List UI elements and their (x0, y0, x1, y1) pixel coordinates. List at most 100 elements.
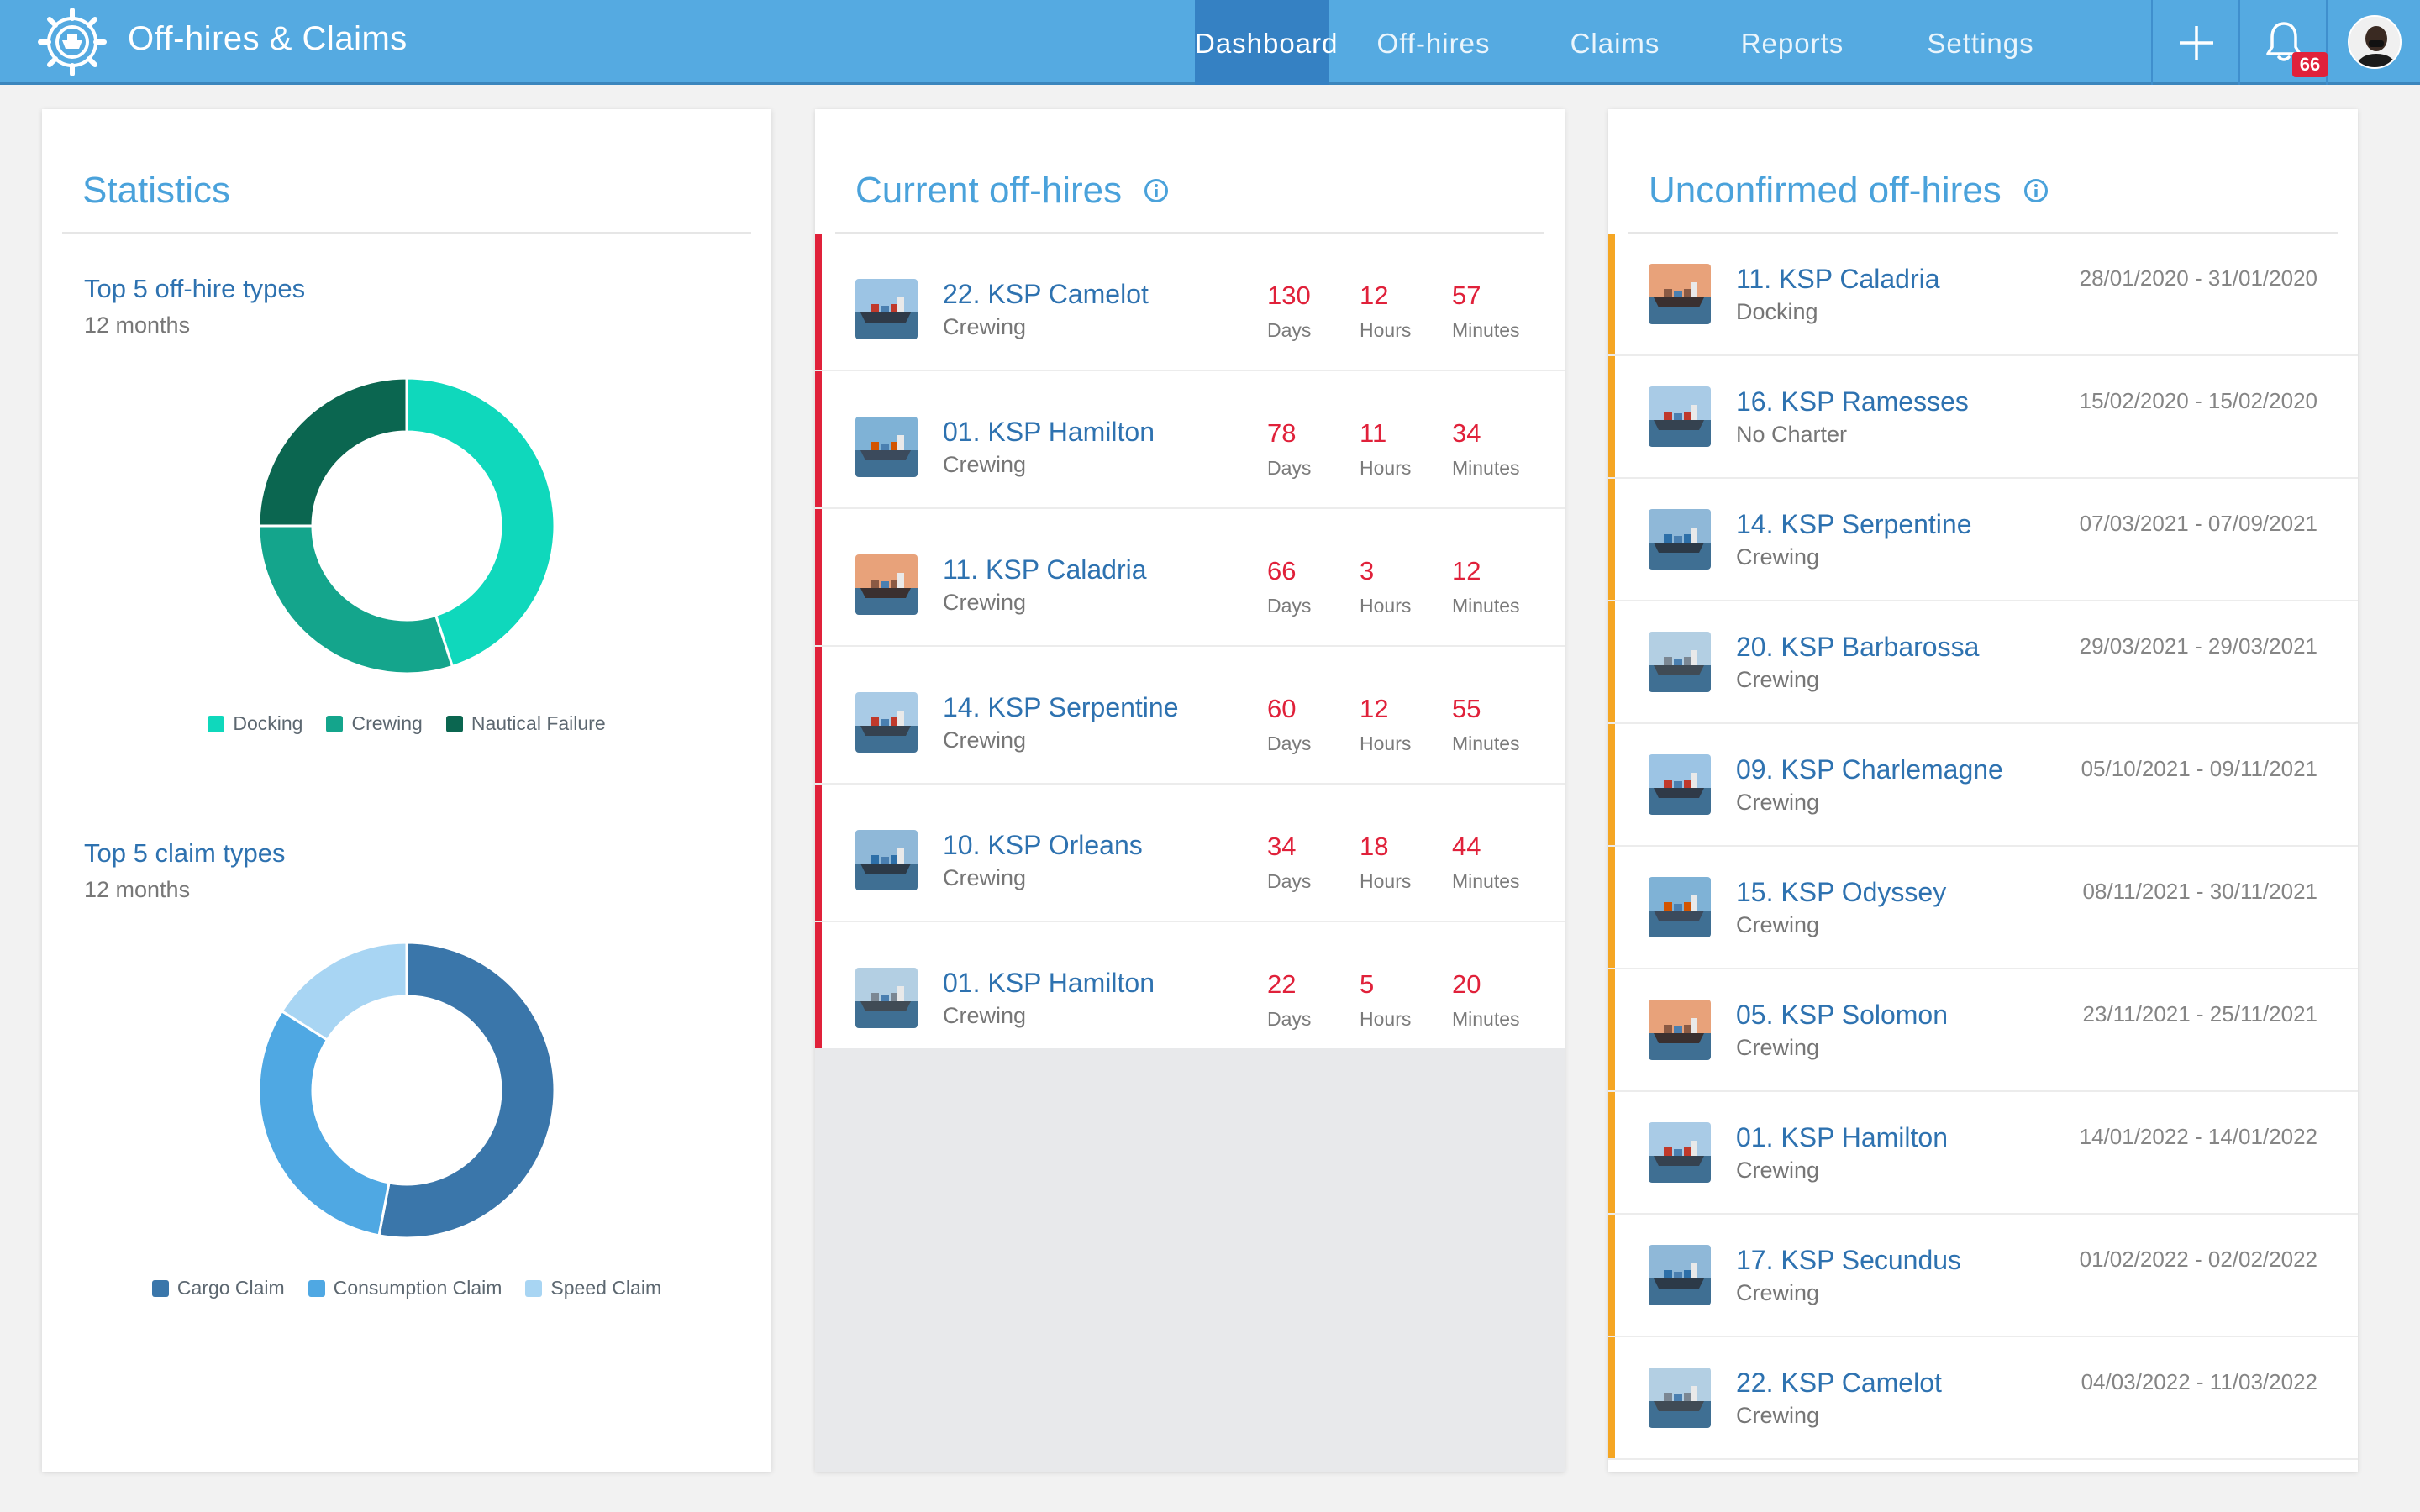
status-accent-bar (815, 234, 822, 370)
offhire-slice-nautical-failure[interactable] (257, 376, 408, 528)
minutes-label: Minutes (1452, 319, 1520, 341)
offhire-legend-item[interactable]: Nautical Failure (445, 712, 606, 735)
ship-thumbnail (1649, 1122, 1711, 1183)
user-avatar[interactable] (2348, 15, 2402, 69)
ship-name[interactable]: 20. KSP Barbarossa (1736, 632, 1980, 662)
unconfirmed-offhire-row[interactable]: 22. KSP Camelot Crewing 04/03/2022 - 11/… (1608, 1337, 2358, 1460)
current-offhire-row[interactable]: 14. KSP Serpentine Crewing 60 Days 12 Ho… (815, 647, 1565, 785)
add-button[interactable] (2153, 0, 2240, 85)
offhire-type: Crewing (1736, 1403, 1820, 1428)
offhire-legend-item[interactable]: Docking (208, 712, 302, 735)
ship-name[interactable]: 05. KSP Solomon (1736, 1000, 1949, 1030)
legend-label: Crewing (351, 712, 423, 734)
legend-swatch (525, 1279, 543, 1297)
unconfirmed-offhire-row[interactable]: 16. KSP Ramesses No Charter 15/02/2020 -… (1608, 356, 2358, 479)
current-offhire-row[interactable]: 11. KSP Caladria Crewing 66 Days 3 Hours… (815, 509, 1565, 647)
notification-count-badge: 66 (2292, 52, 2328, 77)
ship-name[interactable]: 17. KSP Secundus (1736, 1245, 1962, 1275)
claim-legend-item[interactable]: Speed Claim (525, 1277, 661, 1299)
ship-wheel-logo-icon[interactable] (37, 7, 108, 77)
ship-name[interactable]: 01. KSP Hamilton (943, 968, 1155, 998)
offhire-type: Crewing (943, 1003, 1027, 1028)
ship-name[interactable]: 11. KSP Caladria (1736, 264, 1940, 294)
ship-photo-icon (855, 417, 918, 477)
ship-photo-icon (1649, 386, 1711, 447)
ship-thumbnail (1649, 1245, 1711, 1305)
claim-slice-cargo-claim[interactable] (377, 941, 556, 1240)
minutes-value: 12 (1452, 556, 1481, 585)
ship-name[interactable]: 09. KSP Charlemagne (1736, 754, 2003, 785)
ship-thumbnail (1649, 509, 1711, 570)
offhire-legend-item[interactable]: Crewing (326, 712, 423, 735)
offhire-type: Crewing (943, 727, 1027, 753)
offhire-type: Crewing (1736, 1280, 1820, 1305)
unconfirmed-offhire-row[interactable]: 17. KSP Secundus Crewing 01/02/2022 - 02… (1608, 1215, 2358, 1337)
days-value: 78 (1267, 418, 1297, 448)
ship-name[interactable]: 22. KSP Camelot (943, 279, 1149, 309)
unconfirmed-offhire-row[interactable]: 14. KSP Serpentine Crewing 07/03/2021 - … (1608, 479, 2358, 601)
days-label: Days (1267, 595, 1312, 617)
nav-off-hires[interactable]: Off-hires (1376, 28, 1491, 59)
status-accent-bar (815, 647, 822, 783)
hours-label: Hours (1360, 319, 1412, 341)
claim-legend-item[interactable]: Consumption Claim (308, 1277, 502, 1299)
current-offhire-row[interactable]: 01. KSP Hamilton Crewing 22 Days 5 Hours… (815, 922, 1565, 1060)
date-range: 07/03/2021 - 07/09/2021 (2079, 511, 2317, 536)
status-accent-bar (1608, 724, 1615, 845)
info-icon[interactable] (1144, 178, 1169, 203)
ship-name[interactable]: 11. KSP Caladria (943, 554, 1147, 585)
ship-name[interactable]: 14. KSP Serpentine (943, 692, 1179, 722)
nav-divider (2238, 0, 2240, 85)
date-range: 01/02/2022 - 02/02/2022 (2079, 1247, 2317, 1272)
unconfirmed-offhire-row[interactable]: 20. KSP Barbarossa Crewing 29/03/2021 - … (1608, 601, 2358, 724)
status-accent-bar (1608, 969, 1615, 1090)
date-range: 29/03/2021 - 29/03/2021 (2079, 633, 2317, 659)
ship-photo-icon (855, 554, 918, 615)
ship-name[interactable]: 14. KSP Serpentine (1736, 509, 1972, 539)
unconfirmed-offhire-row[interactable]: 11. KSP Caladria Docking 28/01/2020 - 31… (1608, 234, 2358, 356)
ship-name[interactable]: 22. KSP Camelot (1736, 1368, 1942, 1398)
nav-claims[interactable]: Claims (1570, 28, 1660, 59)
claim-slice-speed-claim[interactable] (280, 941, 408, 1042)
current-offhires-title: Current off-hires (855, 170, 1123, 211)
offhire-type: Crewing (943, 452, 1027, 477)
status-accent-bar (815, 371, 822, 507)
status-accent-bar (1608, 234, 1615, 354)
notifications-button[interactable] (2240, 0, 2328, 85)
ship-thumbnail (855, 830, 918, 890)
ship-name[interactable]: 01. KSP Hamilton (1736, 1122, 1948, 1152)
ship-name[interactable]: 16. KSP Ramesses (1736, 386, 1969, 417)
current-offhire-row[interactable]: 22. KSP Camelot Crewing 130 Days 12 Hour… (815, 234, 1565, 371)
info-icon[interactable] (2023, 178, 2049, 203)
legend-label: Nautical Failure (471, 712, 606, 734)
current-offhire-row[interactable]: 10. KSP Orleans Crewing 34 Days 18 Hours… (815, 785, 1565, 922)
ship-thumbnail (855, 417, 918, 477)
ship-name[interactable]: 15. KSP Odyssey (1736, 877, 1947, 907)
offhire-slice-docking[interactable] (405, 376, 556, 669)
legend-label: Docking (233, 712, 303, 734)
unconfirmed-offhire-row[interactable]: 09. KSP Charlemagne Crewing 05/10/2021 -… (1608, 724, 2358, 847)
statistics-title: Statistics (82, 170, 230, 212)
claim-legend-item[interactable]: Cargo Claim (151, 1277, 285, 1299)
unconfirmed-offhire-row[interactable]: 01. KSP Hamilton Crewing 14/01/2022 - 14… (1608, 1092, 2358, 1215)
ship-name[interactable]: 10. KSP Orleans (943, 830, 1143, 860)
nav-reports[interactable]: Reports (1740, 28, 1844, 59)
ship-name[interactable]: 01. KSP Hamilton (943, 417, 1155, 447)
unconfirmed-offhire-row[interactable]: 05. KSP Solomon Crewing 23/11/2021 - 25/… (1608, 969, 2358, 1092)
nav-settings[interactable]: Settings (1927, 28, 2034, 59)
ship-photo-icon (1649, 1245, 1711, 1305)
nav-dashboard[interactable]: Dashboard (1195, 0, 1337, 85)
offhire-slice-crewing[interactable] (257, 524, 455, 675)
divider (1628, 232, 2338, 234)
claim-types-title: Top 5 claim types (84, 838, 286, 868)
current-offhires-card: Current off-hires 22. KSP Camelot Crewin… (815, 109, 1565, 1472)
offhire-type: Docking (1736, 299, 1818, 324)
unconfirmed-offhire-row[interactable]: 15. KSP Odyssey Crewing 08/11/2021 - 30/… (1608, 847, 2358, 969)
hours-value: 12 (1360, 281, 1389, 310)
user-photo-icon (2349, 17, 2400, 67)
current-offhire-row[interactable]: 01. KSP Hamilton Crewing 78 Days 11 Hour… (815, 371, 1565, 509)
status-accent-bar (815, 509, 822, 645)
minutes-label: Minutes (1452, 870, 1520, 892)
status-accent-bar (1608, 1337, 1615, 1458)
claim-slice-consumption-claim[interactable] (257, 1009, 391, 1237)
